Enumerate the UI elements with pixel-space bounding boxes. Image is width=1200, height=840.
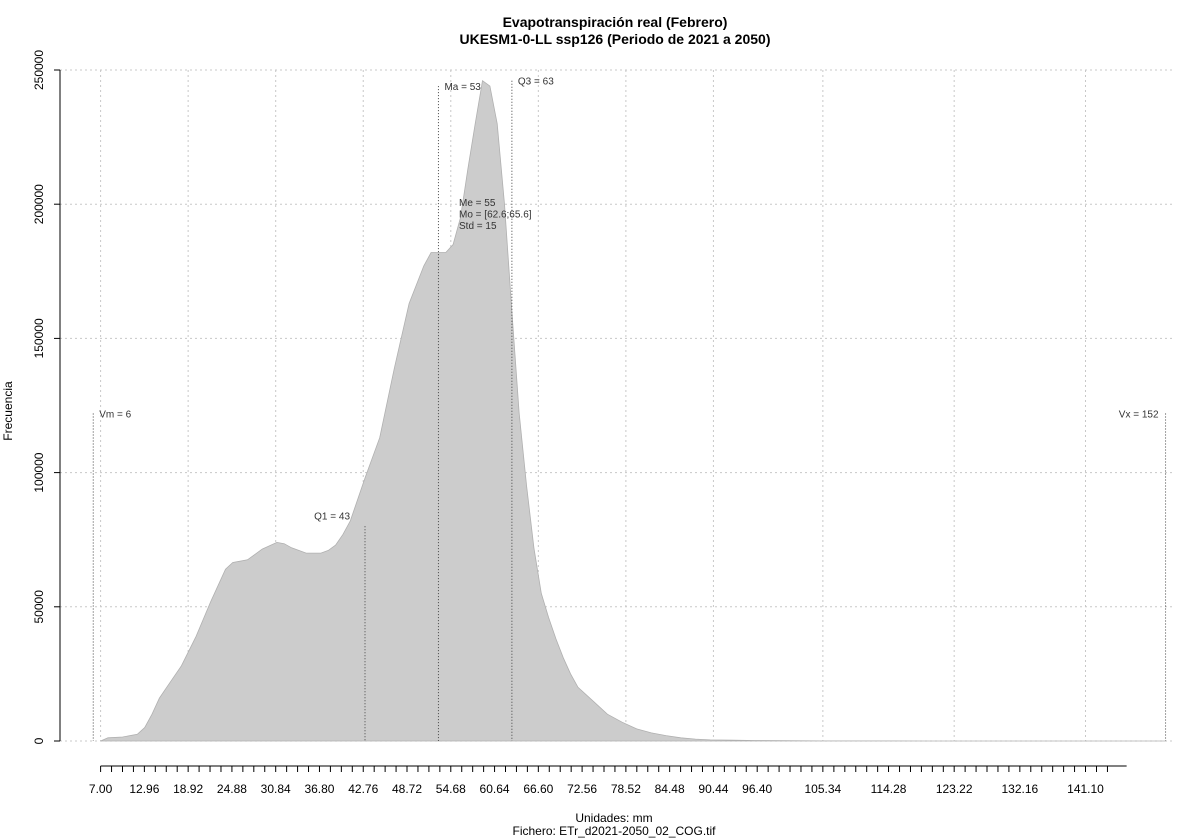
y-tick-label: 100000 bbox=[32, 452, 46, 492]
x-tick-label: 60.64 bbox=[480, 782, 510, 796]
x-tick-label: 42.76 bbox=[348, 782, 378, 796]
x-tick-label: 105.34 bbox=[805, 782, 842, 796]
x-tick-label: 90.44 bbox=[698, 782, 728, 796]
x-tick-label: 72.56 bbox=[567, 782, 597, 796]
y-tick-label: 150000 bbox=[32, 318, 46, 358]
x-tick-label: 24.88 bbox=[217, 782, 247, 796]
stats-text: Std = 15 bbox=[459, 221, 497, 232]
density-area bbox=[100, 79, 1166, 742]
x-tick-label: 84.48 bbox=[655, 782, 685, 796]
x-tick-label: 54.68 bbox=[436, 782, 466, 796]
chart-title: Evapotranspiración real (Febrero) bbox=[502, 14, 728, 30]
reference-line-label: Vm = 6 bbox=[99, 410, 131, 421]
y-tick-label: 250000 bbox=[32, 50, 46, 90]
x-tick-label: 36.80 bbox=[304, 782, 334, 796]
x-tick-label: 7.00 bbox=[89, 782, 113, 796]
stats-text: Me = 55 bbox=[459, 198, 496, 209]
x-axis-label: Unidades: mm bbox=[575, 811, 653, 825]
x-tick-label: 123.22 bbox=[936, 782, 973, 796]
reference-line-label: Ma = 53 bbox=[444, 82, 481, 93]
y-tick-label: 50000 bbox=[32, 590, 46, 624]
reference-line-label: Q1 = 43 bbox=[314, 511, 350, 522]
x-tick-label: 30.84 bbox=[261, 782, 291, 796]
file-note: Fichero: ETr_d2021-2050_02_COG.tif bbox=[512, 824, 716, 838]
x-tick-label: 66.60 bbox=[523, 782, 553, 796]
x-tick-label: 48.72 bbox=[392, 782, 422, 796]
x-tick-label: 141.10 bbox=[1067, 782, 1104, 796]
reference-line-label: Vx = 152 bbox=[1119, 410, 1159, 421]
x-tick-label: 96.40 bbox=[742, 782, 772, 796]
x-tick-label: 18.92 bbox=[173, 782, 203, 796]
x-tick-label: 132.16 bbox=[1001, 782, 1038, 796]
y-axis-label: Frecuencia bbox=[1, 381, 15, 441]
stats-text: Mo = [62.6;65.6] bbox=[459, 210, 532, 221]
chart-subtitle: UKESM1-0-LL ssp126 (Periodo de 2021 a 20… bbox=[459, 31, 771, 47]
y-tick-label: 0 bbox=[32, 737, 46, 744]
x-tick-label: 114.28 bbox=[871, 782, 907, 796]
x-tick-label: 78.52 bbox=[611, 782, 641, 796]
x-tick-label: 12.96 bbox=[129, 782, 159, 796]
y-tick-label: 200000 bbox=[32, 184, 46, 224]
reference-line-label: Q3 = 63 bbox=[518, 77, 554, 88]
